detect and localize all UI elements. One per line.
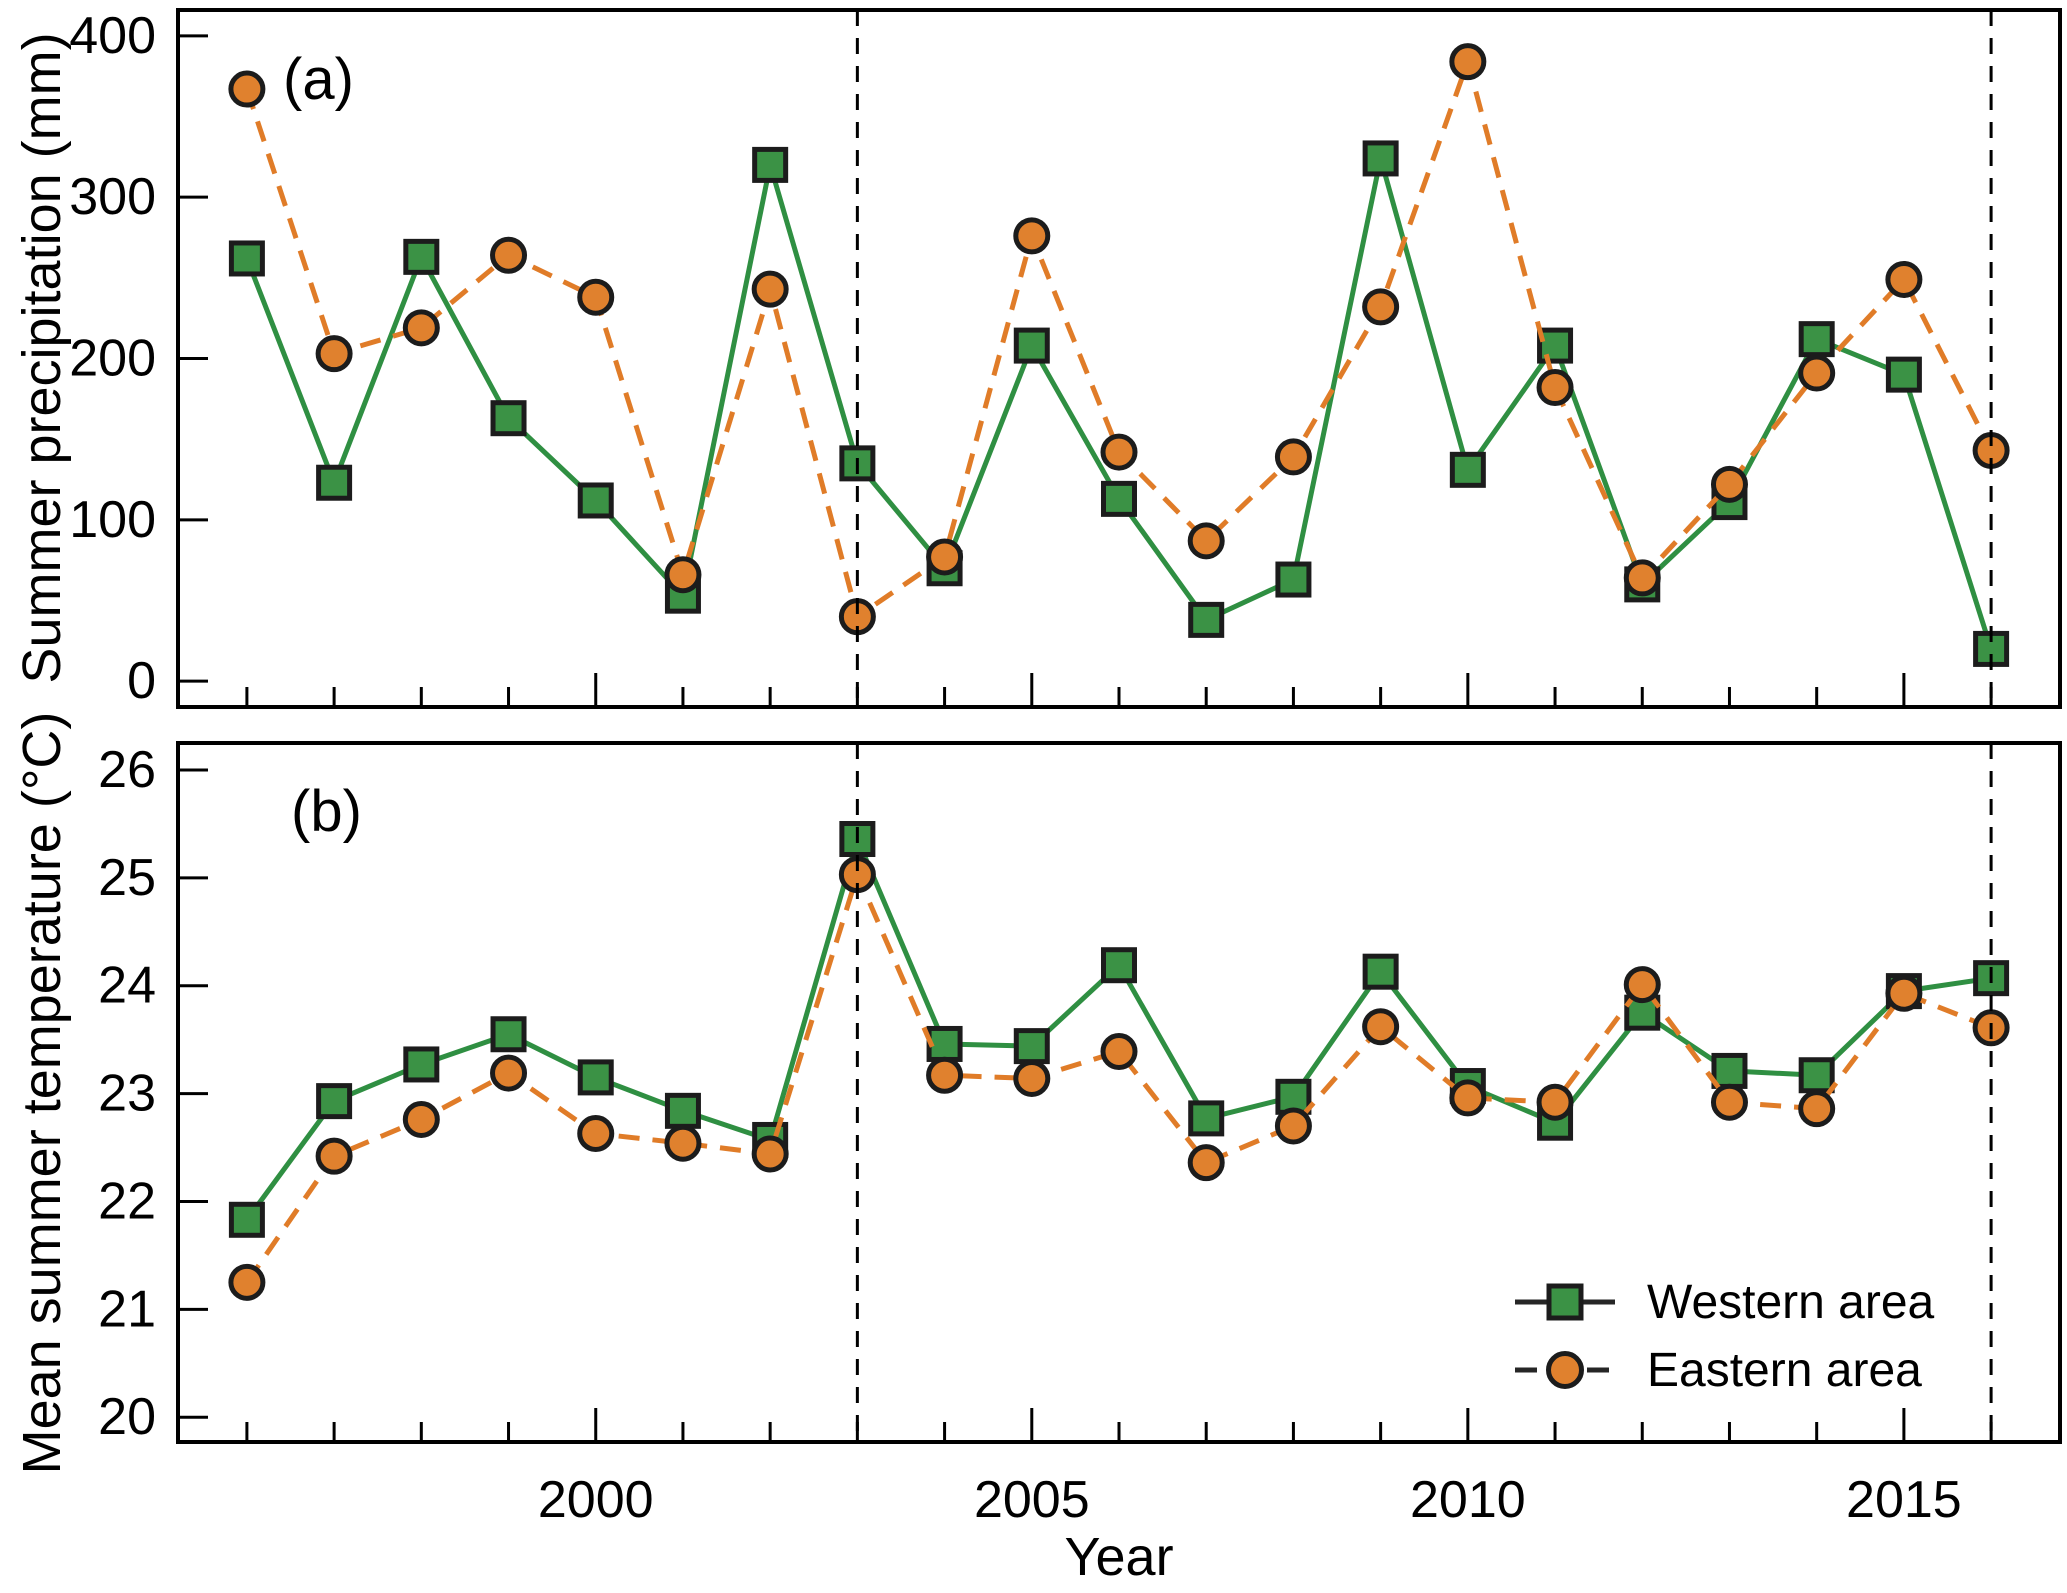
eastern-data-point [1362, 1008, 1400, 1046]
western-data-point [1188, 1100, 1225, 1137]
y-tick-label: 200 [69, 330, 156, 388]
eastern-data-point [926, 538, 964, 576]
y-tick-label: 100 [69, 491, 156, 549]
eastern-data-point [228, 1263, 266, 1301]
x-tick-label: 2005 [974, 1471, 1090, 1529]
western-data-point [1885, 356, 1922, 393]
eastern-data-point [1187, 522, 1225, 560]
y-tick-label: 22 [98, 1172, 156, 1230]
eastern-data-point [315, 1137, 353, 1175]
eastern-data-point [1449, 1079, 1487, 1117]
western-data-point [490, 1016, 527, 1053]
eastern-series-line [244, 59, 1994, 620]
eastern-data-point [1798, 354, 1836, 392]
western-data-point [1362, 140, 1399, 177]
eastern-data-point [1710, 1083, 1748, 1121]
panel-a-label: (a) [283, 47, 354, 112]
eastern-data-point [1100, 433, 1138, 471]
western-data-point [1449, 451, 1486, 488]
y-tick-label: 400 [69, 7, 156, 65]
eastern-data-point [751, 270, 789, 308]
y-tick-label: 20 [98, 1388, 156, 1446]
western-data-point [1013, 327, 1050, 364]
y-axis-title-precipitation: Summer precipitation (mm) [12, 32, 72, 684]
western-legend-marker [1515, 1283, 1615, 1321]
western-data-point [664, 1092, 701, 1129]
eastern-data-point [1013, 1059, 1051, 1097]
eastern-data-point [1623, 559, 1661, 597]
eastern-data-point [228, 70, 266, 108]
western-data-point [316, 464, 353, 501]
y-tick-label: 23 [98, 1065, 156, 1123]
panel-a: 0 100 200 300 400 [69, 7, 2062, 710]
western-data-point [577, 1059, 614, 1096]
x-axis-title: Year [1064, 1527, 1174, 1587]
eastern-data-point [490, 1054, 528, 1092]
y-tick-label: 21 [98, 1280, 156, 1338]
eastern-data-point [1362, 288, 1400, 326]
panel-b: 20 21 22 23 24 25 26 2000 2005 2010 2015 [98, 741, 2062, 1529]
x-tick-label: 2000 [538, 1471, 654, 1529]
panel-a-box [176, 8, 2062, 709]
eastern-data-point [1536, 369, 1574, 407]
y-tick-label: 24 [98, 957, 156, 1015]
y-tick-label: 300 [69, 168, 156, 226]
western-data-point [228, 240, 265, 277]
western-data-point [752, 146, 789, 183]
y-tick-label: 0 [127, 652, 156, 710]
eastern-data-point [402, 1100, 440, 1138]
western-data-point [1711, 1052, 1748, 1089]
eastern-data-point [1013, 217, 1051, 255]
western-data-point [577, 482, 614, 519]
western-data-point [1362, 953, 1399, 990]
eastern-data-point [664, 556, 702, 594]
eastern-data-point [664, 1124, 702, 1162]
eastern-data-point [1623, 966, 1661, 1004]
western-data-point [228, 1201, 265, 1238]
western-data-point [403, 1046, 440, 1083]
eastern-data-point [1449, 43, 1487, 81]
legend-item-western: Western area [1513, 1272, 1934, 1332]
eastern-data-point [577, 1114, 615, 1152]
eastern-data-point [1885, 260, 1923, 298]
eastern-data-point [1710, 465, 1748, 503]
y-tick-label: 26 [98, 741, 156, 799]
western-data-point [1101, 480, 1137, 517]
legend-label-western: Western area [1647, 1275, 1935, 1329]
x-tick-label: 2015 [1846, 1471, 1962, 1529]
eastern-series-line [244, 872, 1993, 1284]
legend: Western area Eastern area [1513, 1272, 1934, 1400]
eastern-data-point [751, 1135, 789, 1173]
panel-b-label: (b) [291, 779, 362, 844]
eastern-data-point [1100, 1033, 1138, 1071]
legend-label-eastern: Eastern area [1647, 1343, 1922, 1397]
eastern-data-point [402, 309, 440, 347]
western-data-point [490, 400, 527, 437]
eastern-data-point [1274, 438, 1312, 476]
y-axis-title-temperature: Mean summer temperature (°C) [12, 711, 72, 1475]
western-data-point [1798, 1057, 1835, 1094]
legend-item-eastern: Eastern area [1513, 1340, 1934, 1400]
y-tick-label: 25 [98, 849, 156, 907]
western-data-point [403, 238, 440, 275]
eastern-data-point [1536, 1083, 1574, 1121]
eastern-legend-marker [1515, 1351, 1615, 1389]
western-data-point [1013, 1028, 1050, 1065]
eastern-data-point [1274, 1107, 1312, 1145]
eastern-data-point [1187, 1144, 1225, 1182]
eastern-data-point [1798, 1090, 1836, 1128]
western-data-point [1275, 561, 1312, 598]
eastern-data-point [577, 278, 615, 316]
eastern-data-point [1885, 974, 1923, 1012]
western-data-point [1101, 947, 1137, 984]
western-data-point [316, 1083, 353, 1120]
eastern-data-point [315, 335, 353, 373]
eastern-data-point [926, 1056, 964, 1094]
eastern-data-point [490, 236, 528, 274]
western-data-point [1188, 601, 1225, 638]
western-data-point [1798, 321, 1835, 358]
x-tick-label: 2010 [1410, 1471, 1526, 1529]
